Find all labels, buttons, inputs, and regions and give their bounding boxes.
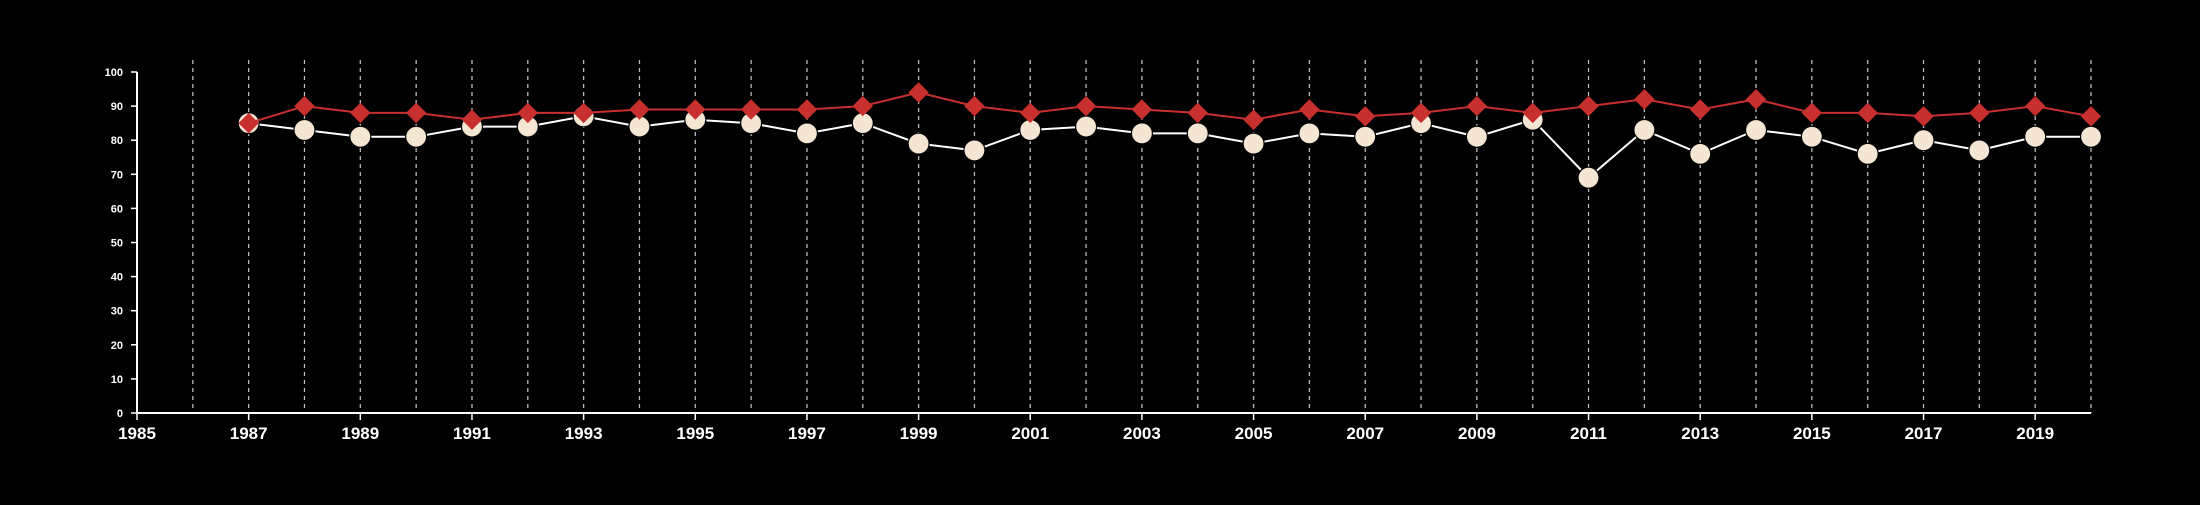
data-point-circle [963,139,986,162]
series-line-diamond [248,91,2092,125]
data-point-diamond [294,95,315,117]
data-point-circle [293,118,316,142]
y-tick-label: 70 [111,169,123,181]
x-tick-label: 2005 [1235,424,1273,443]
data-point-diamond [1355,106,1376,127]
x-tick-label: 2009 [1458,424,1496,443]
x-tick-label: 1987 [230,424,268,443]
y-tick-label: 40 [111,272,123,284]
data-point-diamond [796,99,818,120]
x-tick-label: 2013 [1681,424,1719,443]
series-circle [237,105,2103,189]
data-point-diamond [1466,95,1488,117]
data-point-circle [907,132,930,155]
data-point-diamond [964,95,985,117]
data-point-diamond [685,99,706,120]
x-tick-label: 1985 [118,424,156,443]
data-point-diamond [1857,102,1878,124]
data-point-circle [405,125,428,148]
data-point-diamond [1243,109,1264,130]
data-point-circle [795,122,819,145]
x-tick-label: 2015 [1793,424,1831,443]
data-point-diamond [1745,89,1767,110]
data-point-circle [1074,115,1098,138]
data-point-diamond [1522,102,1543,124]
data-point-diamond [908,82,929,103]
data-point-diamond [1410,102,1432,124]
x-tick-label: 2011 [1570,424,1607,443]
data-point-circle [1800,125,1823,148]
data-point-diamond [1969,102,1990,124]
data-point-diamond [1020,102,1041,124]
y-tick-label: 90 [111,101,123,113]
series [237,82,2103,189]
data-point-circle [2024,125,2047,148]
data-point-diamond [1131,99,1153,120]
data-point-circle [1856,142,1879,165]
data-point-circle [1354,125,1377,148]
y-tick-label: 10 [111,374,123,386]
data-point-diamond [405,102,427,124]
y-tick-label: 60 [111,203,123,215]
data-point-circle [1130,122,1154,145]
x-tick-label: 1995 [676,424,714,443]
axes: 0 10 20 30 40 50 60 70 80 90 100 1985 1987 1989 1991 19… [105,67,2091,443]
data-point-diamond [629,99,650,120]
data-point-circle [349,125,372,148]
data-point-diamond [238,112,259,134]
x-tick-label: 2003 [1123,424,1161,443]
y-tick-label: 50 [111,238,123,250]
data-point-circle [1298,122,1321,145]
data-point-diamond [350,102,371,124]
data-point-diamond [1913,106,1934,127]
data-point-diamond [1578,95,1599,117]
data-point-diamond [2080,106,2102,127]
data-point-circle [1242,132,1265,155]
data-point-circle [1465,125,1488,148]
x-tick-label: 1989 [341,424,379,443]
data-point-diamond [461,109,483,130]
y-tick-label: 100 [105,67,123,79]
data-point-diamond [1634,89,1655,110]
data-point-diamond [740,99,762,120]
x-tick-label: 2017 [1905,424,1943,443]
x-tick-label: 1993 [565,424,603,443]
data-point-diamond [573,102,594,124]
data-point-diamond [1689,99,1711,120]
y-tick-label: 80 [111,135,123,147]
x-tick-label: 2001 [1011,424,1049,443]
y-tick-label: 0 [117,408,123,420]
data-point-diamond [1299,99,1320,120]
data-point-circle [1633,118,1656,142]
data-point-diamond [2024,95,2046,117]
data-point-diamond [1075,95,1097,117]
data-point-diamond [1801,102,1823,124]
x-tick-label: 2007 [1346,424,1384,443]
x-tick-label: 1999 [900,424,938,443]
data-point-diamond [852,95,873,117]
data-point-circle [1912,129,1935,152]
series-line-circle [248,115,2091,180]
data-point-diamond [517,102,539,124]
x-tick-label: 2019 [2016,424,2054,443]
y-tick-label: 20 [111,340,123,352]
data-point-circle [1968,139,1991,162]
data-point-circle [1577,166,1600,189]
series-diamond [238,82,2102,134]
data-point-circle [1186,122,1209,145]
data-point-circle [2079,125,2103,148]
data-point-diamond [1187,102,1208,124]
y-tick-label: 30 [111,306,123,318]
data-point-circle [1689,142,1712,165]
x-tick-label: 1997 [788,424,826,443]
data-point-circle [1744,118,1768,142]
x-tick-label: 1991 [453,424,491,443]
